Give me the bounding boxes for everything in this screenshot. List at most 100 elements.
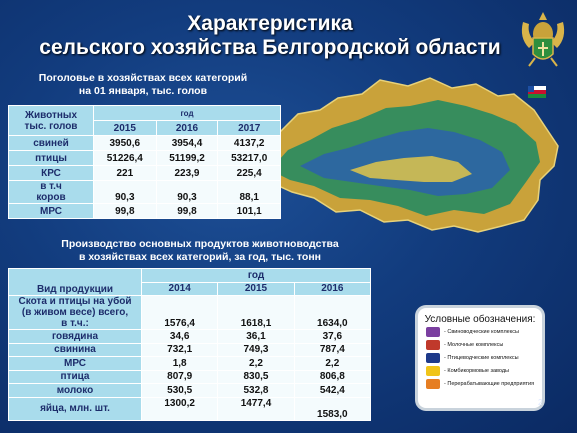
legend-item-label: - Птицеводческие комплексы xyxy=(444,354,519,361)
livestock-col-label-line-1: Животных xyxy=(24,109,78,121)
slide-title: Характеристика сельского хозяйства Белго… xyxy=(0,12,540,60)
row-label: яйца, млн. шт. xyxy=(8,396,142,421)
table-row: яйца, млн. шт. 1300,2 1477,4 1583,0 xyxy=(8,396,372,421)
cell-value: 36,1 xyxy=(217,329,295,344)
production-table: Вид продукции год 2014 2015 2016 Скота и… xyxy=(8,268,372,421)
cell-value: 1300,2 xyxy=(140,396,219,421)
table-row: молоко 530,5 532,8 542,4 xyxy=(8,383,372,398)
cell-value: 4137,2 xyxy=(217,135,281,151)
livestock-year-group: год xyxy=(93,105,281,121)
table-row: свинина 732,1 749,3 787,4 xyxy=(8,342,372,357)
livestock-heading-line-1: Поголовье в хозяйствах всех категорий xyxy=(38,72,248,84)
processing-plant-icon xyxy=(426,378,440,389)
row-label-line-2: (в живом весе) всего, xyxy=(21,307,129,318)
livestock-heading-line-2: на 01 января, тыс. голов xyxy=(78,85,208,97)
legend-item-label: - Молочные комплексы xyxy=(444,341,504,348)
cell-value: 2,2 xyxy=(217,356,295,371)
production-col-label: Вид продукции xyxy=(8,268,142,296)
cell-value: 806,8 xyxy=(293,369,372,384)
cell-value: 542,4 xyxy=(293,383,372,398)
cell-value: 90,3 xyxy=(155,180,219,204)
row-label: свинина xyxy=(8,342,142,357)
cell-value: 99,8 xyxy=(155,203,219,219)
poultry-complex-icon xyxy=(426,352,440,363)
table-row: свиней 3950,6 3954,4 4137,2 xyxy=(8,135,281,151)
cell-value: 221 xyxy=(93,165,157,181)
row-label: КРС xyxy=(8,165,94,181)
cell-value: 1583,0 xyxy=(293,396,372,421)
production-year: 2016 xyxy=(293,281,372,296)
production-year: 2014 xyxy=(140,281,219,296)
production-heading-line-1: Производство основных продуктов животнов… xyxy=(61,238,339,250)
cell-value: 99,8 xyxy=(93,203,157,219)
row-label: говядина xyxy=(8,329,142,344)
cell-value: 3954,4 xyxy=(155,135,219,151)
table-row: говядина 34,6 36,1 37,6 xyxy=(8,329,372,344)
legend-item-label: - Перерабатывающие предприятия xyxy=(444,380,535,387)
row-label: Скота и птицы на убой (в живом весе) все… xyxy=(8,295,142,330)
row-label: в т.ч коров xyxy=(8,180,94,204)
page-number: 2 xyxy=(538,398,543,407)
belgorod-flag-icon xyxy=(528,86,546,98)
cell-value: 90,3 xyxy=(93,180,157,204)
cell-value: 53217,0 xyxy=(217,150,281,166)
table-row: птица 807,9 830,5 806,8 xyxy=(8,369,372,384)
title-line-1: Характеристика xyxy=(187,12,353,35)
livestock-year: 2016 xyxy=(155,120,219,136)
legend-item-label: - Комбикормовые заводы xyxy=(444,367,509,374)
legend-item: - Перерабатывающие предприятия xyxy=(426,377,542,390)
livestock-col-label-cell: Животных тыс. голов xyxy=(8,105,94,136)
row-label: свиней xyxy=(8,135,94,151)
cell-value: 1576,4 xyxy=(140,295,219,330)
legend-item: - Комбикормовые заводы xyxy=(426,364,542,377)
cell-value: 101,1 xyxy=(217,203,281,219)
legend-item: - Птицеводческие комплексы xyxy=(426,351,542,364)
cell-value: 3950,6 xyxy=(93,135,157,151)
table-row: МРС 99,8 99,8 101,1 xyxy=(8,203,281,219)
dairy-complex-icon xyxy=(426,339,440,350)
legend-item: - Молочные комплексы xyxy=(426,338,542,351)
map-legend: Условные обозначения: - Свиноводческие к… xyxy=(418,308,542,408)
livestock-table: Животных тыс. голов год 2015 2016 2017 с… xyxy=(8,105,281,219)
legend-item: - Свиноводческие комплексы xyxy=(426,325,542,338)
livestock-heading: Поголовье в хозяйствах всех категорий на… xyxy=(18,72,268,98)
cell-value: 223,9 xyxy=(155,165,219,181)
production-heading: Производство основных продуктов животнов… xyxy=(30,238,370,264)
cell-value: 1477,4 xyxy=(217,396,295,421)
legend-title: Условные обозначения: xyxy=(424,314,536,325)
row-label: птица xyxy=(8,369,142,384)
row-label-line-1: в т.ч xyxy=(40,181,62,192)
row-label: птицы xyxy=(8,150,94,166)
table-row: птицы 51226,4 51199,2 53217,0 xyxy=(8,150,281,166)
row-label-line-2: коров xyxy=(36,192,66,203)
row-label: молоко xyxy=(8,383,142,398)
region-map xyxy=(247,77,559,233)
table-row: КРС 221 223,9 225,4 xyxy=(8,165,281,181)
cell-value: 732,1 xyxy=(140,342,219,357)
cell-value: 787,4 xyxy=(293,342,372,357)
table-row: в т.ч коров 90,3 90,3 88,1 xyxy=(8,180,281,204)
production-year: 2015 xyxy=(217,281,295,296)
cell-value: 807,9 xyxy=(140,369,219,384)
cell-value: 1634,0 xyxy=(293,295,372,330)
livestock-year: 2015 xyxy=(93,120,157,136)
cell-value: 88,1 xyxy=(217,180,281,204)
livestock-col-label-line-2: тыс. голов xyxy=(24,120,78,132)
cell-value: 532,8 xyxy=(217,383,295,398)
cell-value: 51199,2 xyxy=(155,150,219,166)
cell-value: 34,6 xyxy=(140,329,219,344)
cell-value: 51226,4 xyxy=(93,150,157,166)
row-label-line-3: в т.ч.: xyxy=(61,318,89,329)
ministry-emblem-icon xyxy=(521,12,565,67)
title-line-2: сельского хозяйства Белгородской области xyxy=(39,36,501,59)
row-label-line-1: Скота и птицы на убой xyxy=(18,296,132,307)
livestock-year: 2017 xyxy=(217,120,281,136)
cell-value: 1618,1 xyxy=(217,295,295,330)
cell-value: 225,4 xyxy=(217,165,281,181)
pig-complex-icon xyxy=(426,326,440,337)
cell-value: 2,2 xyxy=(293,356,372,371)
feed-mill-icon xyxy=(426,365,440,376)
cell-value: 830,5 xyxy=(217,369,295,384)
table-row: МРС 1,8 2,2 2,2 xyxy=(8,356,372,371)
